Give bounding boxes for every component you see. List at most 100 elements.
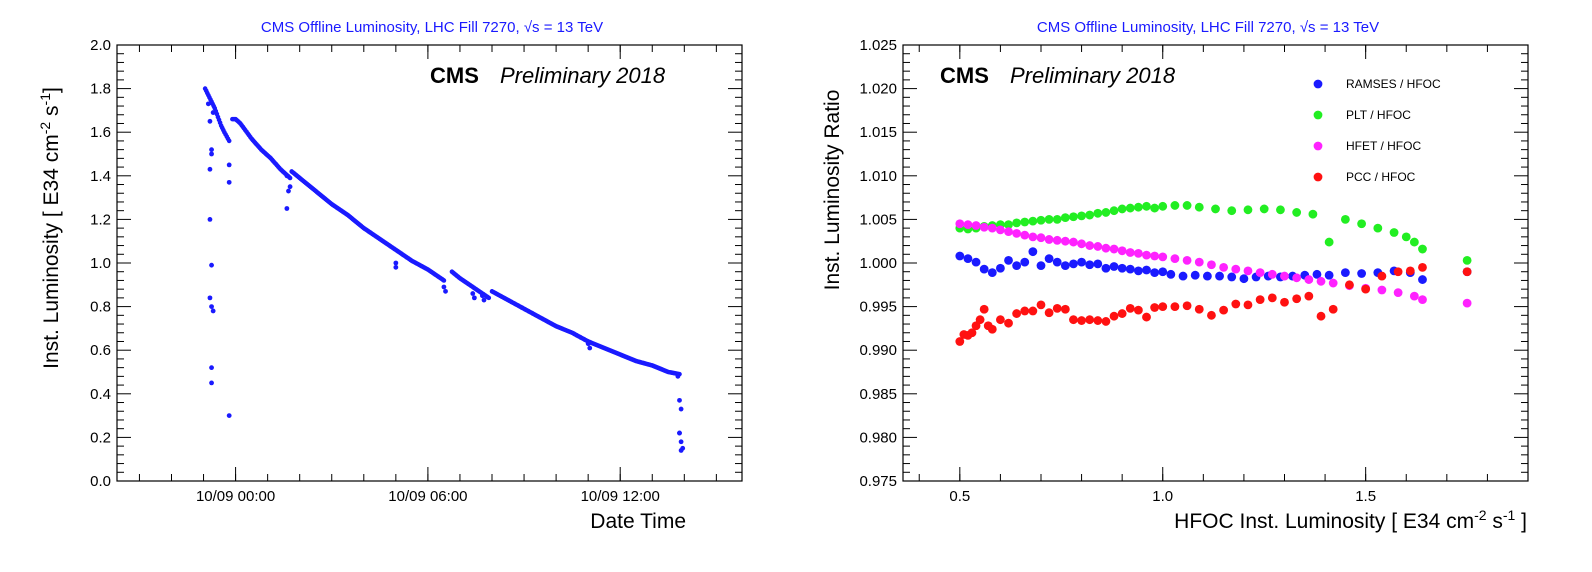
chart-title-left-energy: = 13 TeV xyxy=(544,19,603,36)
ratio-point xyxy=(1276,205,1285,215)
y-tick-label: 0.4 xyxy=(90,386,111,403)
ratio-point xyxy=(987,223,997,233)
x-tick-label: 1.0 xyxy=(1152,488,1173,505)
ratio-point xyxy=(1052,303,1062,313)
outlier-point xyxy=(393,264,399,270)
right-data-points xyxy=(955,201,1472,346)
ratio-point xyxy=(1308,209,1318,219)
left-y-axis-ticks: 0.0 0.2 0.4 0.6 0.8 1.0 1.2 1.4 1.6 1.8 2.0 xyxy=(90,37,742,490)
outlier-point xyxy=(441,284,447,290)
ratio-point xyxy=(1150,303,1160,312)
ratio-point xyxy=(1202,271,1212,281)
ratio-point xyxy=(987,324,997,334)
ratio-point xyxy=(1243,205,1253,215)
x-tick-label: 1.5 xyxy=(1355,488,1376,505)
ratio-point xyxy=(1393,267,1403,277)
ratio-point xyxy=(1036,215,1046,225)
ratio-point xyxy=(1036,261,1046,271)
ratio-point xyxy=(1340,215,1350,224)
ratio-point xyxy=(1462,267,1472,277)
ratio-point xyxy=(1304,291,1314,301)
ratio-point xyxy=(1166,269,1176,279)
y-tick-label: 1.0 xyxy=(90,255,111,272)
ratio-point xyxy=(1012,218,1022,228)
data-point xyxy=(226,138,232,144)
ratio-point xyxy=(1012,228,1022,238)
ratio-point xyxy=(1304,275,1314,284)
ratio-point xyxy=(1077,257,1086,267)
ratio-point xyxy=(1194,257,1204,267)
ratio-point xyxy=(1093,259,1103,269)
outlier-point xyxy=(479,293,485,299)
ratio-point xyxy=(967,328,977,338)
ratio-point xyxy=(1328,304,1338,314)
ratio-point xyxy=(1292,208,1302,217)
ratio-point xyxy=(1085,315,1095,325)
ratio-point xyxy=(1418,244,1427,254)
y-tick-label: 1.000 xyxy=(859,255,897,272)
y-tick-label: 1.8 xyxy=(90,81,111,98)
ratio-point xyxy=(1243,300,1253,310)
ratio-point xyxy=(1109,311,1119,321)
ratio-point xyxy=(1255,268,1265,277)
ratio-point xyxy=(971,221,981,230)
ratio-point xyxy=(1125,203,1135,213)
outlier-point xyxy=(470,291,476,296)
outlier-point xyxy=(675,373,681,379)
ratio-point xyxy=(1101,263,1111,273)
outlier-point xyxy=(284,173,290,179)
ratio-point xyxy=(1133,202,1143,212)
ratio-point xyxy=(1052,215,1062,224)
ratio-point xyxy=(1393,288,1403,298)
ratio-point xyxy=(1093,208,1103,218)
y-tick-label: 0.985 xyxy=(859,386,897,403)
ratio-point xyxy=(1409,237,1419,247)
chart-title-right: CMS Offline Luminosity, LHC Fill 7270, √… xyxy=(1037,19,1379,36)
ratio-point xyxy=(1028,306,1038,316)
ratio-point xyxy=(1109,244,1119,254)
ratio-point xyxy=(1036,300,1046,310)
plot-frame-right xyxy=(902,44,1529,482)
outlier-point xyxy=(209,365,214,371)
outlier-point xyxy=(481,297,487,303)
ratio-point xyxy=(971,257,981,267)
ratio-point xyxy=(1085,260,1095,270)
outlier-point xyxy=(207,166,213,172)
ratio-point xyxy=(1231,299,1241,309)
right-x-axis-ticks: 0.5 1.0 1.5 xyxy=(918,45,1488,505)
x-axis-label-right-mid: s xyxy=(1487,510,1503,533)
ratio-point xyxy=(1069,315,1078,325)
outlier-point xyxy=(210,308,216,314)
ratio-point xyxy=(1044,215,1054,224)
ratio-point xyxy=(1069,259,1078,269)
y-tick-label: 1.025 xyxy=(859,37,897,54)
ratio-point xyxy=(1004,227,1013,237)
ratio-point xyxy=(1361,284,1371,294)
ratio-point xyxy=(1194,202,1204,212)
x-axis-label-left: Date Time xyxy=(590,510,686,533)
outlier-point xyxy=(286,188,291,194)
preliminary-label-right: Preliminary 2018 xyxy=(1010,63,1176,88)
ratio-point xyxy=(1060,261,1070,271)
legend-label: RAMSES / HFOC xyxy=(1346,77,1441,91)
y-axis-label-left-main: Inst. Luminosity [ E34 cm xyxy=(40,134,63,369)
ratio-point xyxy=(1377,271,1387,281)
ratio-point xyxy=(1004,220,1013,230)
ratio-point xyxy=(1418,275,1427,284)
outlier-point xyxy=(209,380,214,386)
ratio-point xyxy=(1044,254,1054,264)
ratio-point xyxy=(1324,270,1334,280)
x-tick-label: 0.5 xyxy=(949,488,970,505)
cms-label-right: CMS xyxy=(940,63,989,88)
outlier-point xyxy=(471,295,477,301)
y-tick-label: 1.015 xyxy=(859,124,897,141)
ratio-point xyxy=(1259,204,1269,214)
ratio-point xyxy=(1020,230,1030,240)
ratio-point xyxy=(1085,241,1095,250)
chart-title-left: CMS Offline Luminosity, LHC Fill 7270, √… xyxy=(261,19,603,36)
ratio-point xyxy=(1069,212,1078,222)
ratio-point xyxy=(1158,302,1168,311)
ratio-point xyxy=(1418,295,1427,305)
ratio-point xyxy=(1377,285,1387,295)
ratio-point xyxy=(1357,219,1367,229)
